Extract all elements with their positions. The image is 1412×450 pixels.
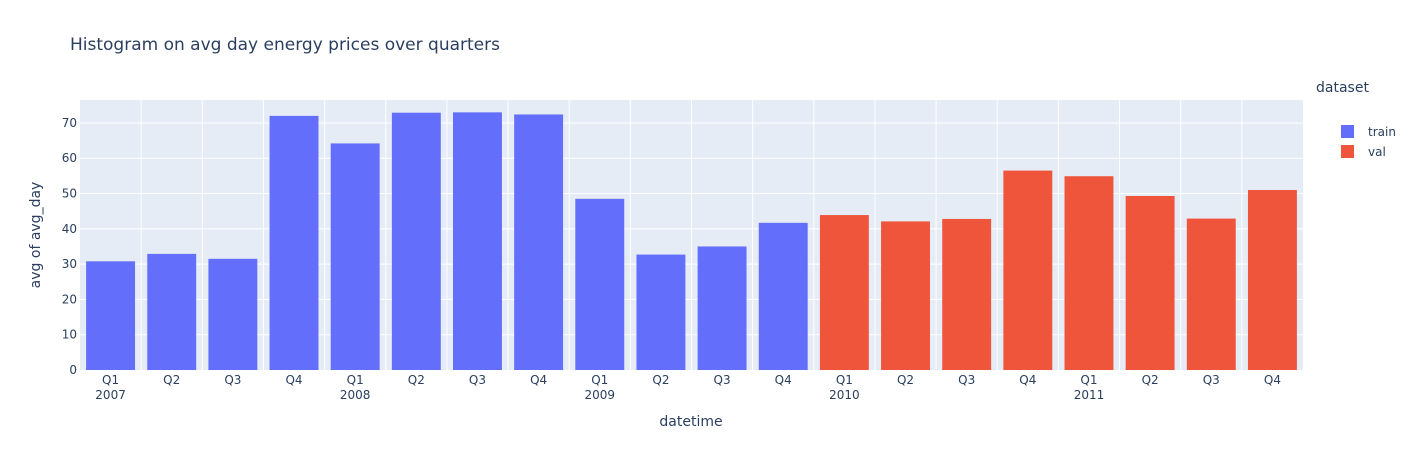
x-tick-quarter: Q3 <box>1203 373 1220 387</box>
x-tick-year: 2007 <box>95 388 126 402</box>
x-tick-quarter: Q2 <box>652 373 669 387</box>
bar-val[interactable] <box>942 218 992 370</box>
chart-title: Histogram on avg day energy prices over … <box>70 35 500 55</box>
x-tick-quarter: Q1 <box>102 373 119 387</box>
bar-train[interactable] <box>636 254 686 370</box>
x-tick-quarter: Q4 <box>530 373 547 387</box>
bar-train[interactable] <box>575 198 625 370</box>
y-tick-label: 0 <box>69 363 77 377</box>
bar-train[interactable] <box>758 222 808 370</box>
bar-train[interactable] <box>147 253 197 370</box>
bar-val[interactable] <box>1125 196 1175 370</box>
bar-train[interactable] <box>269 115 319 370</box>
x-tick-year: 2010 <box>829 388 860 402</box>
bar-train[interactable] <box>697 246 747 370</box>
x-tick-quarter: Q2 <box>408 373 425 387</box>
bar-train[interactable] <box>208 258 258 370</box>
bars <box>86 112 1297 371</box>
bar-val[interactable] <box>1003 170 1053 370</box>
bar-val[interactable] <box>819 215 869 370</box>
bar-train[interactable] <box>86 261 136 370</box>
y-tick-label: 10 <box>62 328 77 342</box>
x-tick-quarter: Q2 <box>1142 373 1159 387</box>
y-tick-label: 20 <box>62 292 77 306</box>
bar-train[interactable] <box>330 143 380 370</box>
x-tick-quarter: Q1 <box>591 373 608 387</box>
x-tick-year: 2011 <box>1074 388 1105 402</box>
legend-title: dataset <box>1316 80 1369 96</box>
legend: dataset train val <box>1316 80 1396 159</box>
x-tick-year: 2008 <box>340 388 371 402</box>
x-tick-quarter: Q4 <box>775 373 792 387</box>
legend-swatch-val[interactable] <box>1341 145 1354 158</box>
bar-train[interactable] <box>391 112 441 371</box>
legend-label-train[interactable]: train <box>1368 125 1396 139</box>
bar-val[interactable] <box>1064 176 1114 370</box>
y-tick-label: 70 <box>62 116 77 130</box>
legend-label-val[interactable]: val <box>1368 145 1386 159</box>
y-tick-label: 60 <box>62 151 77 165</box>
bar-val[interactable] <box>1186 218 1236 370</box>
x-tick-year: 2009 <box>585 388 616 402</box>
bar-train[interactable] <box>514 114 564 371</box>
bar-val[interactable] <box>881 221 930 370</box>
y-axis-ticks: 0 10 20 30 40 50 60 70 <box>62 116 77 377</box>
legend-swatch-train[interactable] <box>1341 125 1354 138</box>
x-tick-quarter: Q3 <box>469 373 486 387</box>
x-tick-quarter: Q1 <box>1080 373 1097 387</box>
bar-train[interactable] <box>453 112 502 371</box>
x-tick-quarter: Q2 <box>897 373 914 387</box>
x-tick-quarter: Q1 <box>836 373 853 387</box>
y-tick-label: 40 <box>62 222 77 236</box>
x-tick-quarter: Q4 <box>1264 373 1281 387</box>
x-axis-title: datetime <box>659 414 722 430</box>
y-tick-label: 30 <box>62 257 77 271</box>
x-tick-quarter: Q3 <box>714 373 731 387</box>
y-tick-label: 50 <box>62 187 77 201</box>
x-tick-quarter: Q1 <box>347 373 364 387</box>
bar-val[interactable] <box>1247 190 1297 370</box>
x-tick-quarter: Q2 <box>163 373 180 387</box>
x-tick-quarter: Q3 <box>224 373 241 387</box>
gridlines <box>80 100 1303 370</box>
x-tick-quarter: Q4 <box>285 373 302 387</box>
x-tick-quarter: Q3 <box>958 373 975 387</box>
x-tick-quarter: Q4 <box>1019 373 1036 387</box>
y-axis-title: avg of avg_day <box>28 182 44 289</box>
